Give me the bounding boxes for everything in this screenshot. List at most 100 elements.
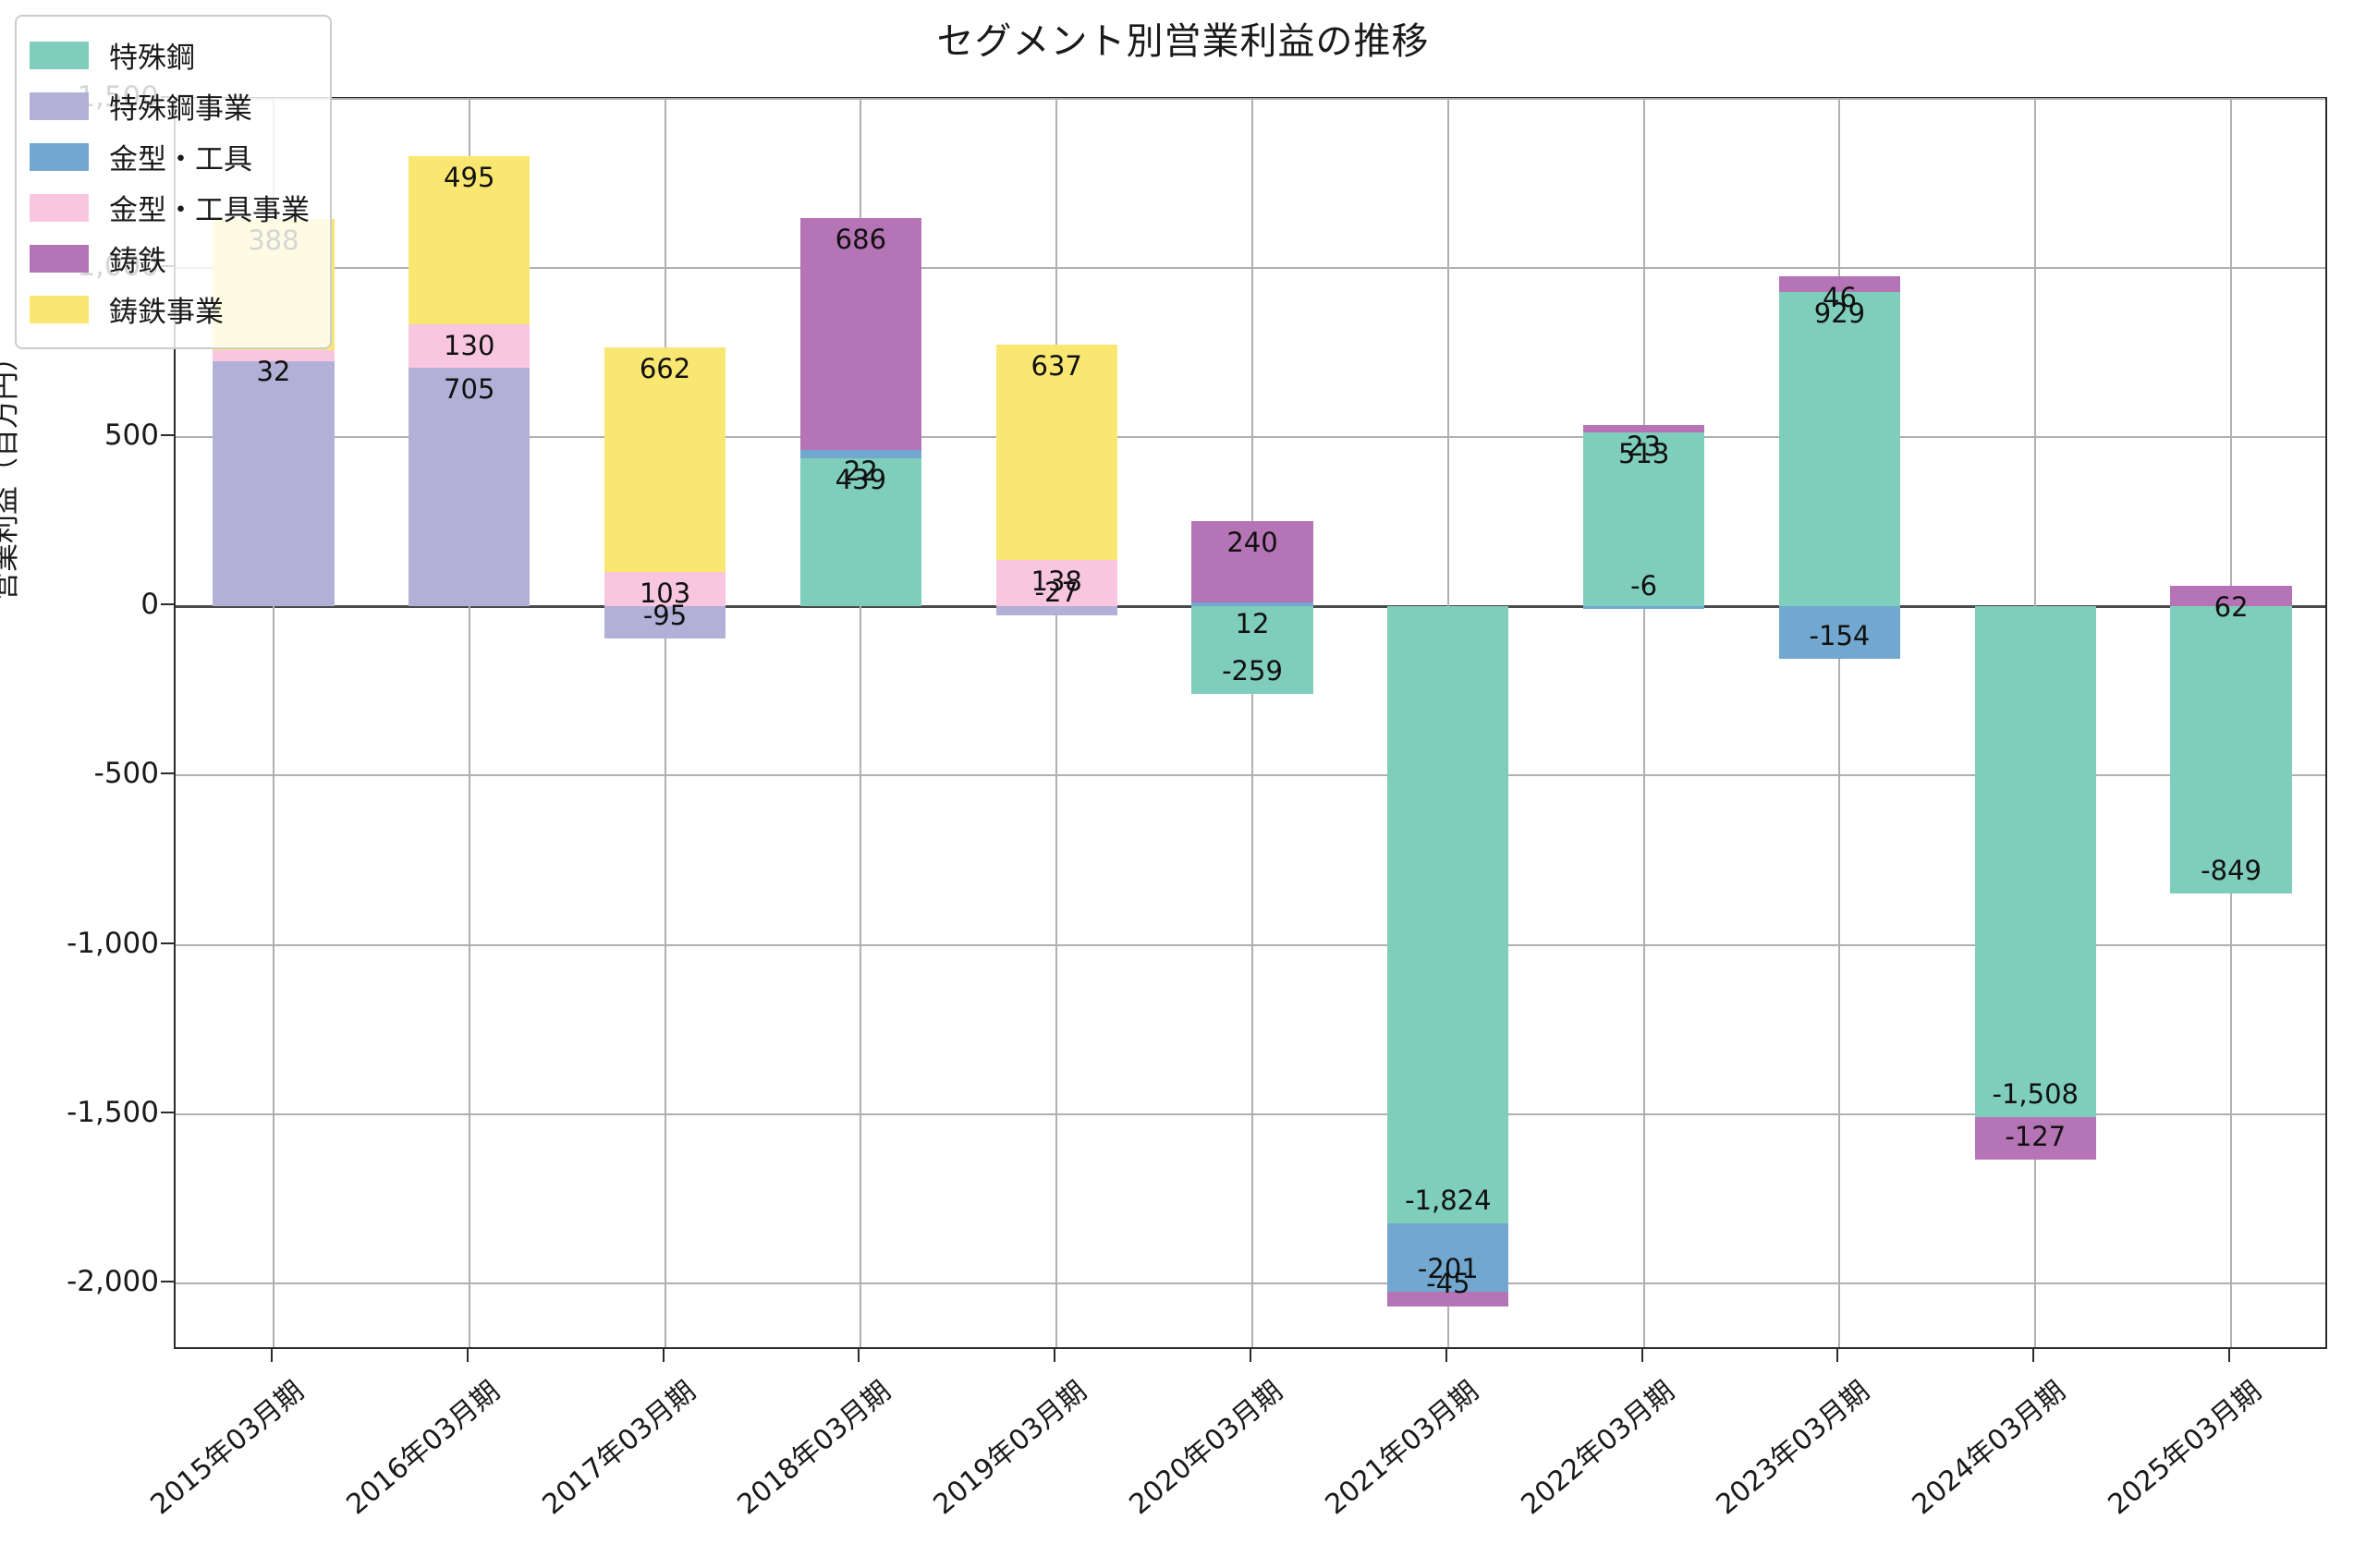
legend-item-label: 特殊鋼 [109,42,195,75]
gridline-vertical [272,99,274,1347]
y-tick-label: -500 [93,757,159,791]
x-tick-label: 2025年03月期 [2102,1375,2268,1522]
bar-segment[interactable] [1582,425,1705,433]
x-tick-mark [662,1349,665,1362]
x-tick-label: 2019年03月期 [927,1375,1093,1522]
x-tick-mark [1640,1349,1643,1362]
x-tick-mark [858,1349,860,1362]
gridline-vertical [860,99,862,1347]
bar-segment[interactable] [1778,276,1901,293]
x-tick-label: 2020年03月期 [1123,1375,1289,1522]
bar-segment[interactable] [213,361,335,607]
y-tick-label: 0 [140,588,159,622]
y-tick-label: -1,000 [67,926,159,960]
bar-segment[interactable] [2170,606,2292,894]
x-tick-mark [1054,1349,1056,1362]
bar-segment[interactable] [1387,1223,1509,1292]
bar-segment[interactable] [1387,1291,1509,1307]
x-tick-label: 2015年03月期 [144,1375,311,1522]
gridline-horizontal [176,267,2325,270]
x-tick-mark [1836,1349,1839,1362]
legend-item-label: 金型・工具 [109,143,252,176]
gridline-vertical [1251,99,1253,1347]
page-title: セグメント別営業利益の推移 [936,20,1430,63]
gridline-vertical [1838,99,1841,1347]
bar-segment[interactable] [995,606,1117,616]
legend-swatch-icon [30,41,89,69]
bar-segment[interactable] [1191,602,1313,607]
plot-area: 38832495130705662103-9568622439637138-27… [174,97,2327,1349]
bar-segment[interactable] [409,368,531,607]
y-tick-mark [161,434,174,437]
legend-item-label: 金型・工具事業 [109,194,310,227]
bar-segment[interactable] [604,571,726,607]
bar-segment[interactable] [1191,521,1313,602]
bar-segment[interactable] [1582,432,1705,607]
legend-item[interactable]: 鋳鉄 [30,233,310,284]
bar-segment[interactable] [213,350,335,362]
bar-segment[interactable] [995,344,1117,560]
gridline-horizontal [176,436,2325,439]
bar-segment[interactable] [1974,606,2096,1117]
gridline-vertical [468,99,470,1347]
y-tick-label: 500 [104,419,159,453]
x-tick-label: 2023年03月期 [1710,1375,1877,1522]
legend-swatch-icon [30,91,89,120]
chart-legend[interactable]: 特殊鋼特殊鋼事業金型・工具金型・工具事業 鋳鉄鋳鉄事業 [15,15,332,349]
bar-segment[interactable] [1778,292,1901,607]
bar-segment[interactable] [1191,606,1313,695]
bar-segment[interactable] [995,559,1117,607]
gridline-horizontal [176,943,2325,946]
x-tick-label: 2017年03月期 [535,1375,702,1522]
x-tick-mark [270,1349,273,1362]
gridline-horizontal [176,1282,2325,1284]
bar-segment[interactable] [604,347,726,572]
gridline-horizontal [176,1112,2325,1115]
bar-segment[interactable] [409,323,531,369]
bar-segment[interactable] [2170,585,2292,607]
bar-segment[interactable] [1778,606,1901,659]
x-tick-mark [1250,1349,1251,1362]
bar-segment[interactable] [1582,606,1705,609]
legend-item[interactable]: 金型・工具事業 [30,182,310,233]
x-tick-label: 2018年03月期 [731,1375,897,1522]
y-tick-mark [161,1280,174,1282]
bar-segment[interactable] [799,450,921,458]
bar-segment[interactable] [1974,1116,2096,1161]
x-tick-label: 2021年03月期 [1319,1375,1485,1522]
legend-item[interactable]: 特殊鋼事業 [30,80,310,131]
y-tick-mark [161,772,174,775]
legend-item-label: 鋳鉄 [109,245,166,278]
y-tick-mark [161,603,174,606]
y-tick-label: -2,000 [67,1264,159,1298]
legend-item[interactable]: 特殊鋼 [30,30,310,80]
legend-item[interactable]: 金型・工具 [30,131,310,182]
bar-segment[interactable] [799,218,921,451]
y-tick-label: -1,500 [67,1095,159,1129]
y-tick-mark [161,942,174,944]
bar-segment[interactable] [409,156,531,324]
bar-segment[interactable] [799,457,921,607]
bar-segment[interactable] [604,606,726,639]
gridline-vertical [1055,99,1058,1347]
legend-item-label: 鋳鉄事業 [109,296,224,329]
legend-item[interactable]: 鋳鉄事業 [30,284,310,334]
x-tick-mark [2228,1349,2231,1362]
x-tick-mark [2032,1349,2035,1362]
legend-swatch-icon [30,244,89,273]
gridline-horizontal [176,774,2325,777]
x-tick-label: 2016年03月期 [340,1375,506,1522]
x-tick-mark [1445,1349,1447,1362]
legend-swatch-icon [30,142,89,171]
gridline-vertical [1642,99,1645,1347]
legend-item-label: 特殊鋼事業 [109,92,252,126]
x-tick-label: 2022年03月期 [1515,1375,1681,1522]
bar-segment[interactable] [1387,606,1509,1224]
legend-swatch-icon [30,193,89,222]
x-tick-mark [466,1349,469,1362]
gridline-vertical [664,99,666,1347]
legend-swatch-icon [30,295,89,323]
y-axis-label: 営業利益（百万円） [0,343,22,601]
x-tick-label: 2024年03月期 [1906,1375,2072,1522]
